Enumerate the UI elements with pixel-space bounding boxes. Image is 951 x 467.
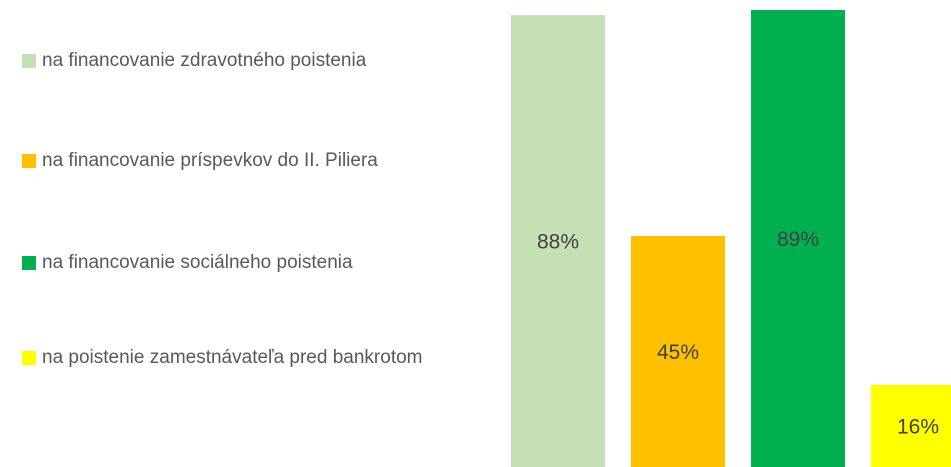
bar [631, 235, 725, 467]
legend-swatch [22, 54, 36, 68]
legend-swatch [22, 351, 36, 365]
data-label: 16% [897, 415, 939, 438]
data-label: 89% [777, 228, 819, 251]
legend-swatch [22, 154, 36, 168]
legend-item: na financovanie zdravotného poistenia [22, 44, 462, 77]
legend-swatch [22, 256, 36, 270]
legend-label: na financovanie príspevkov do II. Pilier… [42, 150, 378, 171]
legend-label: na financovanie zdravotného poistenia [42, 50, 367, 71]
bar [751, 10, 845, 467]
legend-item: na poistenie zamestnávateľa pred bankrot… [22, 341, 462, 374]
legend-label: na financovanie sociálneho poistenia [42, 252, 353, 273]
bar [871, 384, 951, 467]
data-label: 88% [537, 231, 579, 254]
legend-item: na financovanie príspevkov do II. Pilier… [22, 144, 462, 177]
bar [511, 15, 605, 467]
legend-item: na financovanie sociálneho poistenia [22, 246, 462, 279]
legend-label: na poistenie zamestnávateľa pred bankrot… [42, 347, 423, 368]
data-label: 45% [657, 341, 699, 364]
